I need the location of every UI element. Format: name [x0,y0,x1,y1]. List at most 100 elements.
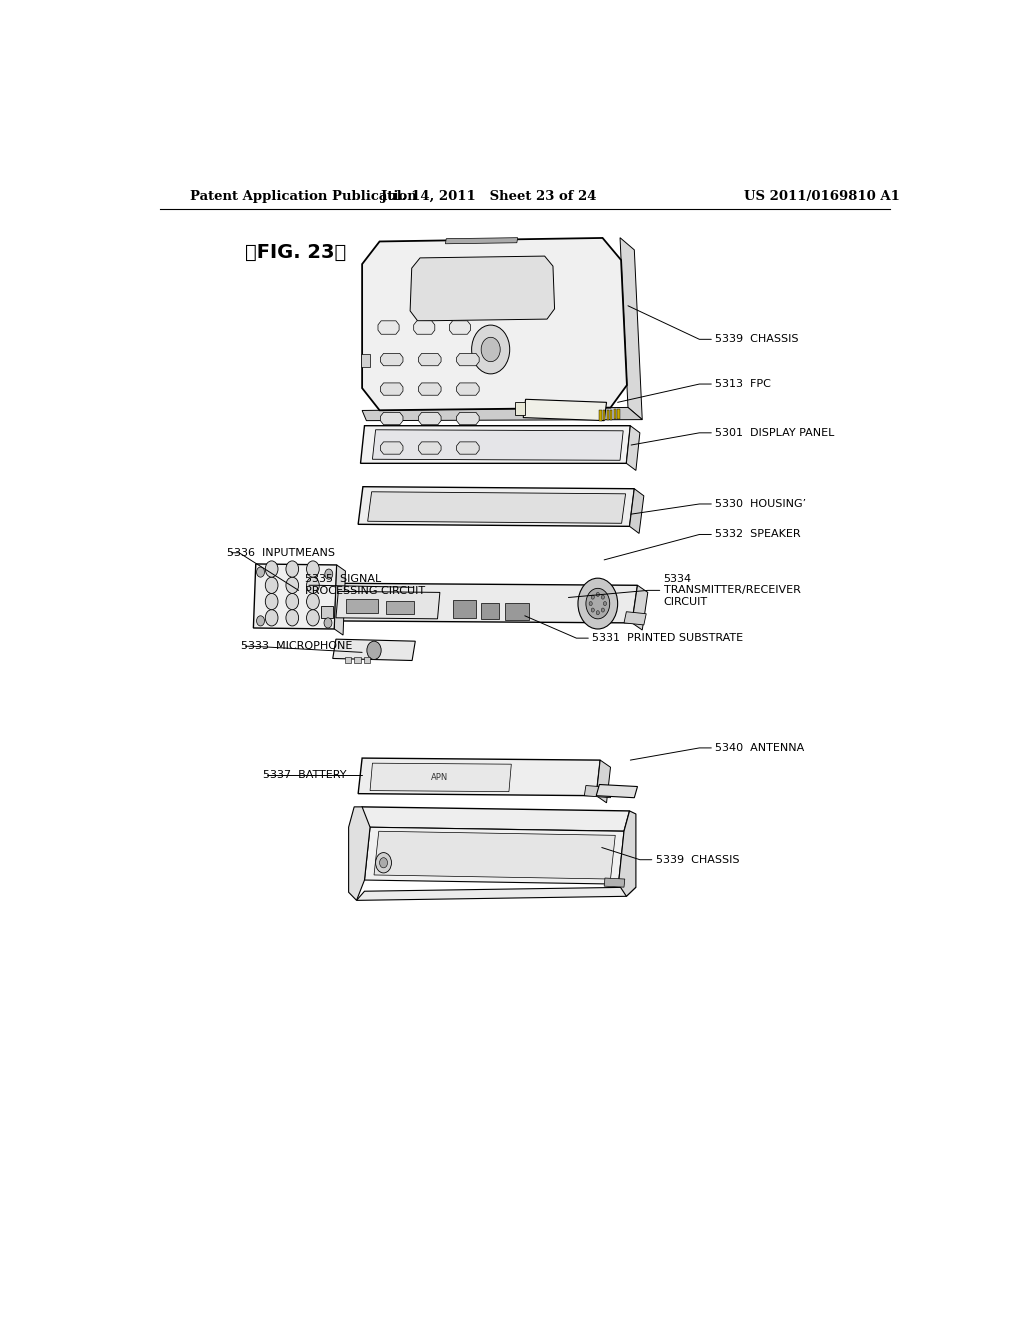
Text: 5333  MICROPHONE: 5333 MICROPHONE [242,642,353,651]
Polygon shape [632,585,648,630]
Polygon shape [365,828,624,884]
Text: 5330  HOUSING’: 5330 HOUSING’ [715,499,806,510]
Circle shape [306,561,319,577]
Polygon shape [457,383,479,395]
Polygon shape [596,784,638,797]
Polygon shape [610,409,612,420]
Circle shape [591,595,594,599]
Polygon shape [354,657,360,663]
Polygon shape [630,488,644,533]
Polygon shape [450,321,470,334]
Text: 5331  PRINTED SUBSTRATE: 5331 PRINTED SUBSTRATE [592,634,743,643]
Polygon shape [327,583,638,623]
Circle shape [306,594,319,610]
Text: Patent Application Publication: Patent Application Publication [189,190,417,202]
Polygon shape [370,763,511,792]
Polygon shape [334,565,345,635]
Polygon shape [419,412,441,425]
Circle shape [596,593,599,597]
Circle shape [265,577,278,594]
Polygon shape [454,599,475,618]
Circle shape [603,602,606,606]
Text: 5334
TRANSMITTER/RECEIVER
CIRCUIT: 5334 TRANSMITTER/RECEIVER CIRCUIT [664,574,801,607]
Circle shape [591,609,594,612]
Polygon shape [624,611,646,624]
Polygon shape [380,383,403,395]
Circle shape [589,602,592,606]
Polygon shape [336,591,440,619]
Polygon shape [457,412,479,425]
Polygon shape [457,442,479,454]
Polygon shape [380,412,403,425]
Circle shape [380,858,387,867]
Polygon shape [368,492,626,523]
Text: 5335  SIGNAL
PROCESSING CIRCUIT: 5335 SIGNAL PROCESSING CIRCUIT [305,574,425,597]
Polygon shape [380,442,403,454]
Polygon shape [362,408,642,421]
Polygon shape [457,354,479,366]
Polygon shape [419,383,441,395]
Text: 【FIG. 23】: 【FIG. 23】 [246,243,347,263]
Text: 5339  CHASSIS: 5339 CHASSIS [655,855,739,865]
Circle shape [324,618,332,628]
Circle shape [265,561,278,577]
Circle shape [257,615,264,626]
Circle shape [596,611,599,615]
Polygon shape [374,832,615,879]
Circle shape [367,642,381,660]
Polygon shape [603,411,605,420]
Circle shape [578,578,617,630]
Polygon shape [414,321,435,334]
Text: 5337  BATTERY: 5337 BATTERY [263,771,346,780]
Circle shape [306,610,319,626]
Polygon shape [613,409,616,420]
Polygon shape [481,602,499,619]
Polygon shape [515,403,524,414]
Text: 5336  INPUTMEANS: 5336 INPUTMEANS [227,548,335,558]
Polygon shape [620,238,642,420]
Polygon shape [386,601,414,614]
Text: 5339  CHASSIS: 5339 CHASSIS [715,334,799,345]
Polygon shape [362,238,627,411]
Polygon shape [360,354,370,367]
Text: 5332  SPEAKER: 5332 SPEAKER [715,529,801,540]
Polygon shape [596,760,610,803]
Polygon shape [358,487,634,527]
Polygon shape [627,426,640,470]
Polygon shape [346,598,378,612]
Polygon shape [360,426,631,463]
Text: 5313  FPC: 5313 FPC [715,379,771,389]
Polygon shape [585,785,612,797]
Polygon shape [445,238,518,244]
Polygon shape [356,887,636,900]
Polygon shape [419,442,441,454]
Polygon shape [505,602,528,620]
Text: US 2011/0169810 A1: US 2011/0169810 A1 [744,190,900,202]
Polygon shape [358,758,600,796]
Polygon shape [345,657,351,663]
Circle shape [376,853,391,873]
Polygon shape [617,409,620,420]
Polygon shape [523,399,606,421]
Polygon shape [364,657,370,663]
Circle shape [586,589,609,619]
Circle shape [265,610,278,626]
Polygon shape [373,430,624,461]
Polygon shape [356,807,630,832]
Polygon shape [606,409,609,420]
Polygon shape [410,256,555,321]
Polygon shape [378,321,399,334]
Circle shape [286,561,299,577]
Circle shape [286,577,299,594]
Polygon shape [380,354,403,366]
Polygon shape [599,411,602,421]
Circle shape [265,594,278,610]
Text: 5301  DISPLAY PANEL: 5301 DISPLAY PANEL [715,428,835,438]
Polygon shape [604,878,625,887]
Text: 5340  ANTENNA: 5340 ANTENNA [715,743,805,752]
Polygon shape [618,810,636,896]
Circle shape [286,610,299,626]
Circle shape [286,594,299,610]
Polygon shape [321,606,333,618]
Polygon shape [333,639,416,660]
